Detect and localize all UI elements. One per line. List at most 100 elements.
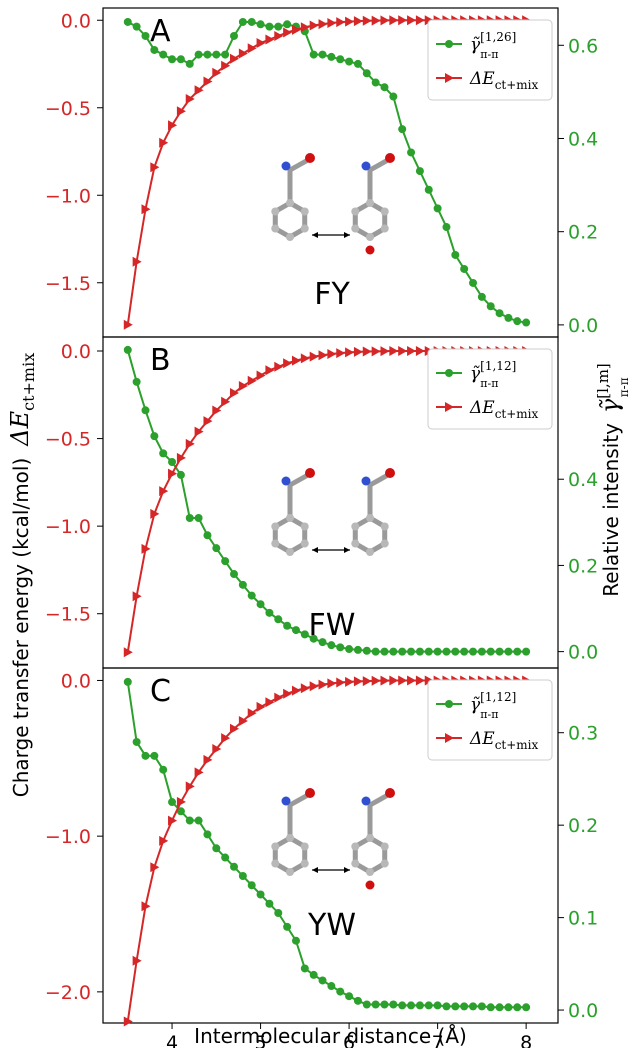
legend-sub: ct+mix bbox=[495, 78, 539, 92]
legend-sup: [1,12] bbox=[480, 690, 516, 704]
point bbox=[372, 346, 381, 356]
bond bbox=[370, 475, 388, 485]
atom-n bbox=[282, 797, 291, 806]
point bbox=[451, 648, 459, 656]
point bbox=[504, 314, 512, 322]
point bbox=[257, 38, 266, 48]
y-tick-label: −1.0 bbox=[45, 516, 91, 538]
point bbox=[345, 677, 354, 687]
point bbox=[380, 346, 389, 356]
atom-o bbox=[385, 468, 395, 478]
atom-c bbox=[286, 514, 294, 522]
atom-c bbox=[366, 199, 374, 207]
point bbox=[274, 615, 282, 623]
point bbox=[301, 964, 309, 972]
point bbox=[336, 348, 345, 358]
point bbox=[292, 626, 300, 634]
atom-o bbox=[366, 246, 375, 255]
point bbox=[248, 592, 256, 600]
point bbox=[168, 55, 176, 63]
point bbox=[310, 352, 319, 362]
point bbox=[372, 676, 381, 686]
point bbox=[133, 23, 141, 31]
y-tick-label: −1.0 bbox=[45, 185, 91, 207]
atom-c bbox=[351, 540, 359, 548]
point bbox=[504, 648, 512, 656]
legend-marker bbox=[445, 369, 453, 377]
point bbox=[504, 1003, 512, 1011]
point bbox=[265, 697, 274, 707]
point bbox=[372, 16, 381, 26]
point bbox=[257, 20, 265, 28]
y2-tick-label: 0.0 bbox=[568, 642, 598, 664]
atom-o bbox=[305, 153, 315, 163]
y-tick-label: 0.0 bbox=[61, 10, 91, 32]
point bbox=[327, 982, 335, 990]
atom-n bbox=[362, 477, 371, 486]
point bbox=[336, 988, 344, 996]
point bbox=[496, 309, 504, 317]
point bbox=[522, 648, 530, 656]
point bbox=[389, 346, 398, 356]
point bbox=[398, 648, 406, 656]
point bbox=[398, 346, 407, 356]
point bbox=[177, 797, 186, 807]
point bbox=[248, 376, 257, 386]
point bbox=[195, 514, 203, 522]
atom-c bbox=[351, 860, 359, 868]
y-tick-label: 0.0 bbox=[61, 670, 91, 692]
y2-axis-sub: π-π bbox=[617, 377, 631, 397]
point bbox=[310, 21, 319, 31]
point bbox=[203, 51, 211, 59]
y2-tick-label: 0.0 bbox=[568, 315, 598, 337]
atom-c bbox=[381, 860, 389, 868]
atom-c bbox=[271, 523, 279, 531]
legend-marker bbox=[445, 700, 453, 708]
point bbox=[283, 358, 292, 368]
atom-c bbox=[286, 868, 294, 876]
point bbox=[407, 148, 415, 156]
point bbox=[257, 890, 265, 898]
point bbox=[177, 55, 185, 63]
point bbox=[283, 28, 292, 38]
point bbox=[319, 976, 327, 984]
point bbox=[159, 138, 168, 148]
point bbox=[416, 675, 425, 685]
atom-c bbox=[351, 523, 359, 531]
atom-c bbox=[301, 208, 309, 216]
point bbox=[301, 683, 310, 693]
y-axis-text: Charge transfer energy (kcal/mol) bbox=[9, 458, 33, 798]
panel: 0.0−0.5−1.0−1.50.00.20.40.6γ̃[1,26]π-πΔE… bbox=[45, 8, 598, 337]
point bbox=[336, 677, 345, 687]
point bbox=[407, 648, 415, 656]
point bbox=[230, 54, 239, 64]
y-tick-label: −1.5 bbox=[45, 604, 91, 626]
point bbox=[186, 817, 194, 825]
point bbox=[124, 346, 132, 354]
point bbox=[513, 1003, 521, 1011]
point bbox=[380, 1001, 388, 1009]
point bbox=[469, 648, 477, 656]
point bbox=[221, 557, 229, 565]
atom-o bbox=[305, 788, 315, 798]
point bbox=[150, 752, 158, 760]
point bbox=[221, 51, 229, 59]
point bbox=[141, 406, 149, 414]
point bbox=[389, 15, 398, 25]
point bbox=[363, 647, 371, 655]
y-tick-label: −0.5 bbox=[45, 429, 91, 451]
atom-c bbox=[271, 843, 279, 851]
figure: 0.0−0.5−1.0−1.50.00.20.40.6γ̃[1,26]π-πΔE… bbox=[0, 0, 640, 1048]
point bbox=[283, 20, 291, 28]
point bbox=[460, 1002, 468, 1010]
point bbox=[425, 648, 433, 656]
point bbox=[345, 645, 353, 653]
point bbox=[292, 937, 300, 945]
point bbox=[372, 648, 380, 656]
point bbox=[496, 1003, 504, 1011]
point bbox=[398, 125, 406, 133]
point bbox=[133, 378, 141, 386]
point bbox=[469, 279, 477, 287]
point bbox=[186, 60, 194, 68]
